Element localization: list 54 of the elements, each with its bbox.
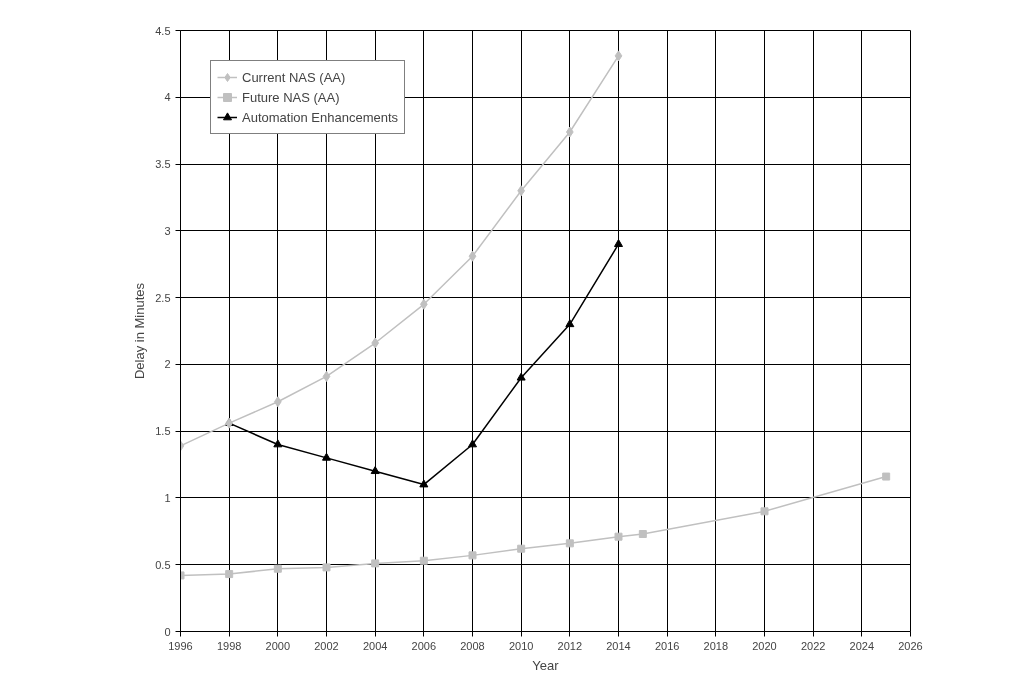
y-tick-label: 1 <box>164 491 171 504</box>
x-tick-label: 2026 <box>898 639 923 652</box>
x-tick-label: 2014 <box>606 639 631 652</box>
x-tick-label: 1996 <box>168 639 193 652</box>
point <box>614 50 623 62</box>
y-tick-label: 3.5 <box>155 158 171 171</box>
point <box>516 372 526 381</box>
y-tick-label: 4.5 <box>155 24 171 37</box>
point <box>371 559 380 568</box>
point <box>882 472 891 481</box>
x-tick-label: 2024 <box>849 639 875 652</box>
x-tick-label: 2004 <box>362 639 388 652</box>
x-axis-title: Year <box>532 657 560 673</box>
point <box>273 439 283 448</box>
point <box>273 564 282 573</box>
y-tick-label: 2 <box>164 358 171 371</box>
x-tick-label: 2008 <box>460 639 485 652</box>
point <box>370 466 380 475</box>
y-tick-label: 3 <box>164 224 171 237</box>
legend-label: Current NAS (AA) <box>242 69 346 85</box>
x-tick-label: 2000 <box>265 639 291 652</box>
point <box>614 239 623 247</box>
x-tick-label: 1998 <box>216 639 242 652</box>
point <box>638 530 647 538</box>
point <box>565 539 574 548</box>
y-tick-label: 0.5 <box>155 558 171 571</box>
x-tick-label: 2012 <box>557 639 583 652</box>
point <box>468 439 477 448</box>
point <box>614 532 623 541</box>
x-tick-label: 2020 <box>752 639 777 652</box>
legend-label: Automation Enhancements <box>242 109 399 125</box>
legend-label: Future NAS (AA) <box>242 89 340 105</box>
point <box>225 570 234 579</box>
point <box>419 556 428 565</box>
point <box>322 452 331 461</box>
point <box>322 370 331 382</box>
y-tick-label: 2.5 <box>155 291 171 304</box>
point <box>760 507 769 516</box>
point <box>565 319 575 328</box>
x-tick-label: 2016 <box>654 639 680 652</box>
point <box>419 479 429 488</box>
point <box>468 551 477 560</box>
y-tick-label: 4 <box>164 91 171 104</box>
x-tick-label: 2002 <box>314 639 339 652</box>
point <box>517 544 526 553</box>
x-tick-label: 2018 <box>703 639 729 652</box>
point <box>322 563 331 572</box>
y-tick-label: 0 <box>164 625 171 638</box>
point <box>468 250 477 262</box>
x-tick-label: 2022 <box>800 639 826 652</box>
y-axis-title: Delay in Minutes <box>132 282 148 380</box>
y-tick-label: 1.5 <box>155 425 171 438</box>
x-tick-label: 2006 <box>411 639 437 652</box>
x-tick-label: 2010 <box>508 639 534 652</box>
